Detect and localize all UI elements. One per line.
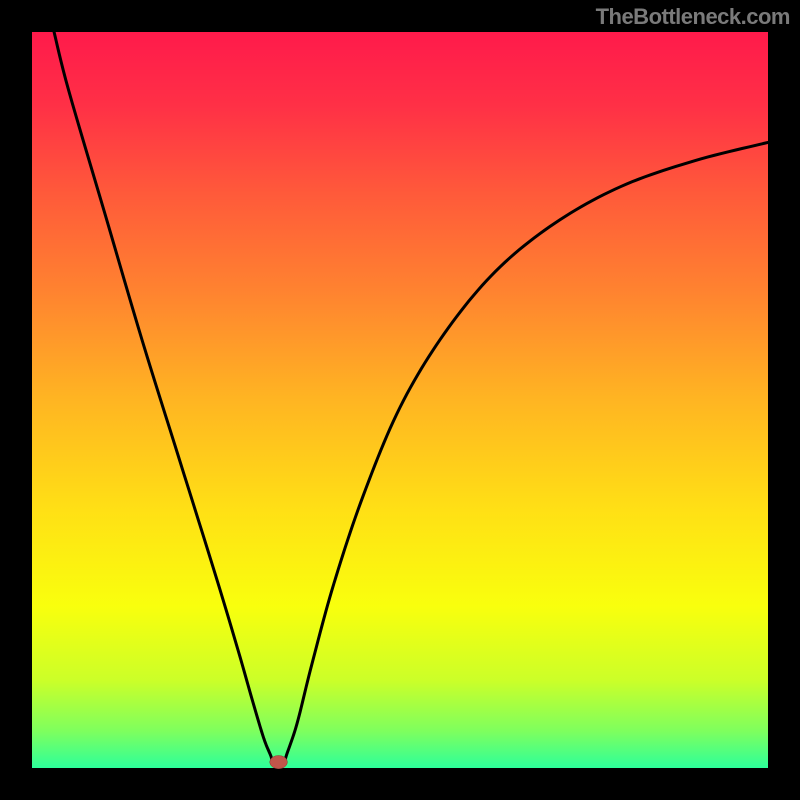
- gradient-background: [32, 32, 768, 768]
- watermark-text: TheBottleneck.com: [596, 4, 790, 30]
- optimal-point-marker: [270, 755, 288, 768]
- chart-container: TheBottleneck.com: [0, 0, 800, 800]
- bottleneck-chart: [0, 0, 800, 800]
